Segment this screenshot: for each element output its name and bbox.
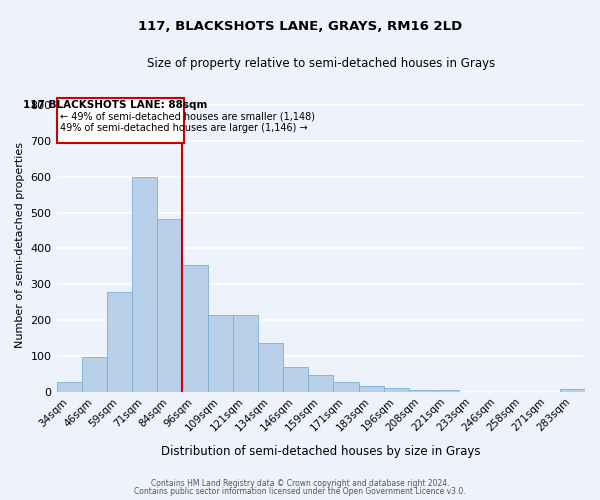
Bar: [283, 366, 308, 392]
Bar: [107, 292, 132, 392]
Bar: [157, 218, 182, 392]
Bar: [434, 390, 459, 392]
Bar: [258, 344, 283, 392]
Bar: [334, 382, 359, 392]
Bar: [308, 375, 334, 392]
X-axis label: Distribution of semi-detached houses by size in Grays: Distribution of semi-detached houses by …: [161, 444, 481, 458]
Text: 117 BLACKSHOTS LANE: 88sqm: 117 BLACKSHOTS LANE: 88sqm: [23, 100, 208, 110]
Bar: [359, 386, 383, 392]
Bar: [409, 390, 434, 392]
Bar: [233, 314, 258, 392]
Bar: [560, 389, 585, 392]
Bar: [182, 266, 208, 392]
Bar: [208, 314, 233, 392]
Text: 49% of semi-detached houses are larger (1,146) →: 49% of semi-detached houses are larger (…: [61, 123, 308, 133]
Text: 117, BLACKSHOTS LANE, GRAYS, RM16 2LD: 117, BLACKSHOTS LANE, GRAYS, RM16 2LD: [138, 20, 462, 33]
Text: ← 49% of semi-detached houses are smaller (1,148): ← 49% of semi-detached houses are smalle…: [61, 112, 316, 122]
Text: Contains public sector information licensed under the Open Government Licence v3: Contains public sector information licen…: [134, 487, 466, 496]
Y-axis label: Number of semi-detached properties: Number of semi-detached properties: [15, 142, 25, 348]
Title: Size of property relative to semi-detached houses in Grays: Size of property relative to semi-detach…: [146, 58, 495, 70]
Bar: [56, 98, 184, 143]
Bar: [132, 177, 157, 392]
Bar: [56, 382, 82, 392]
Bar: [82, 358, 107, 392]
Bar: [383, 388, 409, 392]
Text: Contains HM Land Registry data © Crown copyright and database right 2024.: Contains HM Land Registry data © Crown c…: [151, 478, 449, 488]
